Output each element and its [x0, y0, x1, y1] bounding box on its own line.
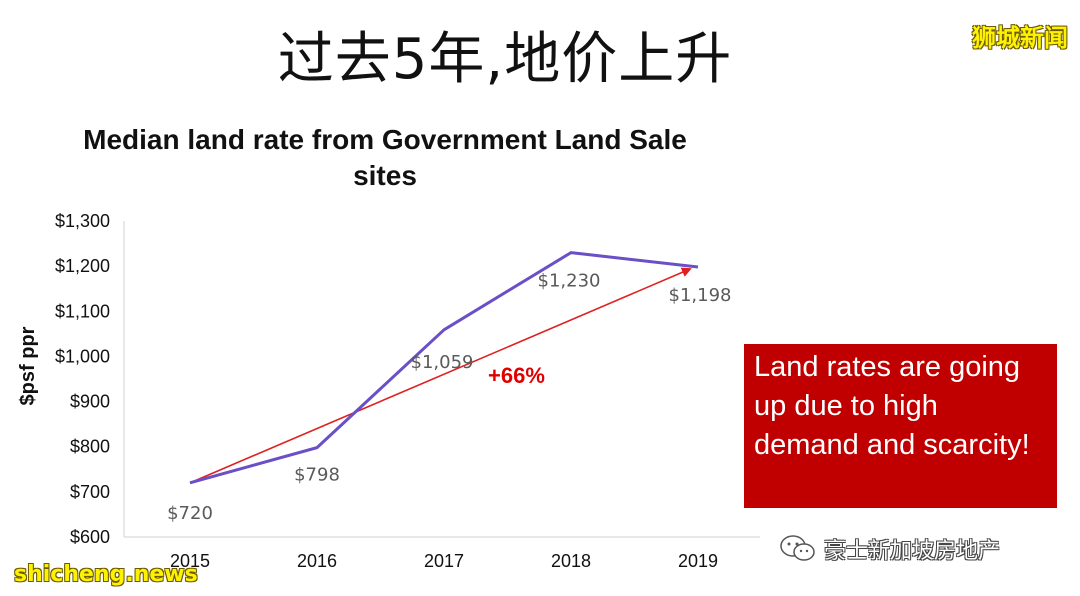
- y-tick-label: $1,000: [55, 346, 110, 366]
- callout-box: Land rates are going up due to high dema…: [744, 344, 1057, 508]
- y-tick-label: $1,300: [55, 211, 110, 231]
- y-tick-label: $700: [70, 482, 110, 502]
- y-tick-label: $1,100: [55, 301, 110, 321]
- y-tick-label: $900: [70, 392, 110, 412]
- data-label: $1,198: [669, 285, 732, 306]
- x-tick-label: 2017: [424, 551, 464, 571]
- series-line: [189, 251, 699, 485]
- wechat-icon: [780, 535, 815, 561]
- slide-title: 过去5年,地价上升: [277, 27, 733, 92]
- callout-text: Land rates are going up due to high dema…: [754, 351, 1030, 461]
- x-tick-label: 2019: [678, 551, 718, 571]
- watermark-bottom: shicheng.news: [14, 562, 198, 587]
- data-label: $720: [167, 503, 213, 524]
- wechat-label: 豪士新加坡房地产: [824, 539, 1001, 564]
- x-tick-label: 2015: [170, 551, 210, 571]
- data-label: $798: [294, 465, 340, 486]
- x-tick-label: 2016: [297, 551, 337, 571]
- y-tick-label: $800: [70, 437, 110, 457]
- x-tick-label: 2018: [551, 551, 591, 571]
- y-tick-label: $1,200: [55, 256, 110, 276]
- y-tick-label: $600: [70, 527, 110, 547]
- wechat-credit: 豪士新加坡房地产: [778, 532, 1000, 566]
- y-axis-label: $psf ppr: [17, 326, 39, 405]
- watermark-top: 狮城新闻: [972, 24, 1068, 52]
- data-label: $1,230: [538, 271, 601, 292]
- chart-title: Median land rate from Government Land Sa…: [83, 124, 687, 191]
- trend-arrow: [189, 267, 692, 484]
- data-label: $1,059: [411, 352, 474, 373]
- growth-label: +66%: [488, 363, 545, 388]
